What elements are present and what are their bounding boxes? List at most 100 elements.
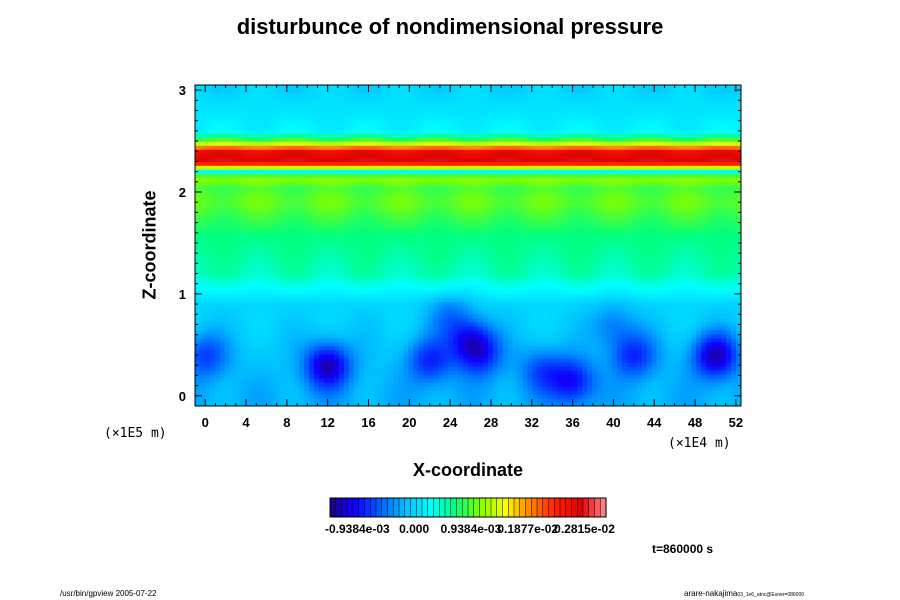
heatmap-cell xyxy=(353,277,360,283)
heatmap-cell xyxy=(358,165,365,170)
heatmap-cell xyxy=(453,345,459,351)
heatmap-cell xyxy=(468,173,474,178)
heatmap-cell xyxy=(274,361,280,367)
heatmap-cell xyxy=(254,301,261,307)
heatmap-cell xyxy=(209,237,216,243)
heatmap-cell xyxy=(373,165,380,170)
heatmap-cell xyxy=(214,217,221,223)
heatmap-cell xyxy=(413,193,419,198)
heatmap-cell xyxy=(373,245,380,251)
heatmap-cell xyxy=(259,357,266,363)
heatmap-cell xyxy=(219,357,226,363)
heatmap-cell xyxy=(373,293,380,299)
heatmap-cell xyxy=(468,213,474,219)
heatmap-cell xyxy=(463,89,469,94)
heatmap-cell xyxy=(259,277,266,283)
heatmap-cell xyxy=(428,105,434,110)
heatmap-cell xyxy=(279,245,285,251)
heatmap-cell xyxy=(393,133,400,138)
heatmap-cell xyxy=(463,365,469,371)
heatmap-cell xyxy=(343,125,350,130)
heatmap-cell xyxy=(368,217,375,223)
heatmap-cell xyxy=(398,393,405,399)
heatmap-cell xyxy=(244,397,251,403)
heatmap-cell xyxy=(195,93,201,98)
heatmap-cell xyxy=(234,97,241,102)
heatmap-cell xyxy=(338,369,345,375)
heatmap-cell xyxy=(492,317,499,323)
heatmap-cell xyxy=(418,205,424,210)
heatmap-cell xyxy=(502,341,509,347)
heatmap-cell xyxy=(284,345,290,351)
heatmap-cell xyxy=(487,197,494,202)
heatmap-cell xyxy=(448,185,454,190)
heatmap-cell xyxy=(443,101,449,106)
heatmap-cell xyxy=(209,125,216,130)
heatmap-cell xyxy=(264,345,271,351)
heatmap-cell xyxy=(492,277,499,283)
heatmap-cell xyxy=(195,261,201,267)
heatmap-cell xyxy=(433,133,439,138)
heatmap-cell xyxy=(448,97,454,102)
heatmap-cell xyxy=(343,189,350,194)
heatmap-cell xyxy=(264,161,271,166)
heatmap-cell xyxy=(264,213,271,219)
heatmap-cell xyxy=(502,329,509,335)
heatmap-cell xyxy=(413,261,419,267)
heatmap-cell xyxy=(343,317,350,323)
heatmap-cell xyxy=(448,137,454,142)
heatmap-cell xyxy=(274,341,280,347)
heatmap-cell xyxy=(289,345,295,351)
heatmap-cell xyxy=(423,205,429,210)
heatmap-cell xyxy=(269,113,276,118)
heatmap-cell xyxy=(209,377,216,383)
heatmap-cell xyxy=(199,221,206,227)
heatmap-cell xyxy=(229,313,236,319)
heatmap-cell xyxy=(219,121,226,126)
heatmap-cell xyxy=(204,165,211,170)
heatmap-cell xyxy=(383,253,390,259)
heatmap-cell xyxy=(234,149,241,154)
heatmap-cell xyxy=(254,185,261,190)
heatmap-cell xyxy=(472,109,479,114)
heatmap-cell xyxy=(428,345,434,351)
heatmap-cell xyxy=(209,345,216,351)
heatmap-cell xyxy=(269,309,276,315)
heatmap-cell xyxy=(279,93,285,98)
heatmap-cell xyxy=(373,289,380,295)
heatmap-cell xyxy=(438,273,444,279)
heatmap-cell xyxy=(314,365,320,371)
heatmap-cell xyxy=(413,169,419,174)
heatmap-cell xyxy=(453,297,459,303)
heatmap-cell xyxy=(428,221,434,227)
heatmap-cell xyxy=(418,289,424,295)
heatmap-cell xyxy=(348,161,355,166)
heatmap-cell xyxy=(214,365,221,371)
heatmap-cell xyxy=(195,173,201,178)
heatmap-cell xyxy=(398,121,405,126)
heatmap-cell xyxy=(418,237,424,243)
heatmap-cell xyxy=(348,109,355,114)
heatmap-cell xyxy=(199,177,206,182)
heatmap-cell xyxy=(492,261,499,267)
heatmap-cell xyxy=(418,125,424,130)
heatmap-cell xyxy=(279,205,285,210)
heatmap-cell xyxy=(219,373,226,379)
heatmap-cell xyxy=(319,125,325,130)
heatmap-cell xyxy=(477,101,484,106)
heatmap-cell xyxy=(244,85,251,90)
heatmap-cell xyxy=(472,337,479,343)
heatmap-cell xyxy=(269,105,276,110)
heatmap-cell xyxy=(468,369,474,375)
heatmap-cell xyxy=(472,177,479,182)
heatmap-cell xyxy=(269,321,276,327)
heatmap-cell xyxy=(195,109,201,114)
heatmap-cell xyxy=(343,117,350,122)
heatmap-cell xyxy=(438,185,444,190)
heatmap-cell xyxy=(438,181,444,186)
heatmap-cell xyxy=(224,173,231,178)
heatmap-cell xyxy=(463,329,469,335)
heatmap-cell xyxy=(299,189,305,194)
heatmap-cell xyxy=(398,125,405,130)
heatmap-cell xyxy=(368,361,375,367)
